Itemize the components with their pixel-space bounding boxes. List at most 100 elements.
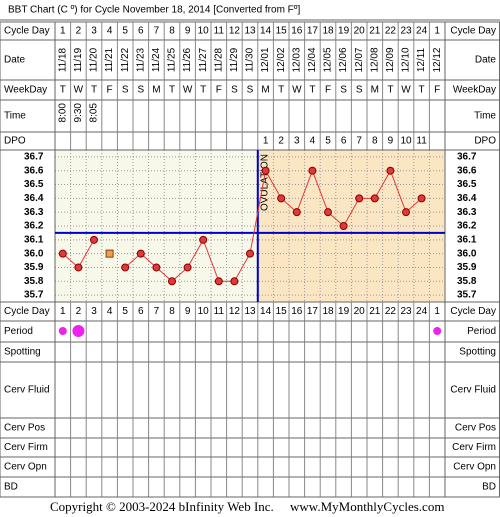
row-label: Spotting <box>4 347 41 358</box>
row-label: Period <box>4 326 33 337</box>
cycle-day: 16 <box>291 306 303 317</box>
y-tick-label: 36.3 <box>457 207 477 218</box>
cycle-day: 11 <box>214 306 225 317</box>
row-label: Cerv Fluid <box>4 385 50 396</box>
date: 11/26 <box>182 47 193 72</box>
y-tick-label: 36.5 <box>24 179 44 190</box>
cycle-day: 1 <box>60 306 66 317</box>
row-label: Cerv Opn <box>453 462 496 473</box>
cycle-day: 6 <box>138 306 144 317</box>
row-label: WeekDay <box>453 85 496 96</box>
weekday: T <box>91 85 97 96</box>
weekday: F <box>434 85 440 96</box>
cycle-day: 12 <box>229 306 241 317</box>
cycle-day: 8 <box>169 306 175 317</box>
weekday: W <box>292 85 302 96</box>
date: 11/24 <box>151 47 162 72</box>
weekday: W <box>183 85 193 96</box>
y-tick-label: 35.9 <box>24 262 44 273</box>
temp-point <box>370 194 379 203</box>
y-tick-label: 36.6 <box>457 165 477 176</box>
cycle-day: 23 <box>400 26 412 37</box>
y-tick-label: 36.0 <box>457 248 477 259</box>
y-tick-label: 36.4 <box>457 193 477 204</box>
date: 12/11 <box>416 47 427 72</box>
dpo: 9 <box>388 136 394 147</box>
cycle-day: 17 <box>307 26 319 37</box>
temp-point <box>199 235 208 244</box>
temp-point <box>417 194 426 203</box>
cycle-day: 23 <box>400 306 412 317</box>
date: 12/04 <box>307 47 318 72</box>
dpo: 1 <box>263 136 269 147</box>
weekday: T <box>278 85 284 96</box>
temp-point <box>152 263 161 272</box>
row-label: Cerv Pos <box>455 423 496 434</box>
temp-point <box>183 263 192 272</box>
cycle-day: 4 <box>107 306 113 317</box>
dpo: 6 <box>341 136 347 147</box>
dpo: 10 <box>400 136 412 147</box>
cycle-day: 18 <box>322 26 334 37</box>
temp-point <box>90 235 98 244</box>
cycle-day: 5 <box>122 306 128 317</box>
temp-point <box>292 208 301 217</box>
y-tick-label: 35.8 <box>24 276 44 287</box>
row-label: Cerv Opn <box>4 462 47 473</box>
temp-point <box>121 263 130 272</box>
weekday: M <box>261 85 269 96</box>
temp-point <box>230 277 239 286</box>
y-tick-label: 36.5 <box>457 179 477 190</box>
row-label: Cycle Day <box>4 26 50 37</box>
cycle-day: 14 <box>260 26 272 37</box>
row-label: DPO <box>4 136 26 147</box>
cycle-day: 20 <box>354 306 366 317</box>
cycle-day: 15 <box>276 26 288 37</box>
date: 12/05 <box>323 47 334 72</box>
weekday: T <box>169 85 175 96</box>
cycle-day: 24 <box>416 306 428 317</box>
cycle-day: 8 <box>169 26 175 37</box>
dpo: 5 <box>325 136 331 147</box>
weekday: M <box>152 85 160 96</box>
period-dot <box>433 327 442 335</box>
row-label: Time <box>474 111 496 122</box>
period-dot <box>58 327 67 335</box>
row-label: Date <box>475 55 497 66</box>
cycle-day: 2 <box>76 306 82 317</box>
temp-point <box>355 194 364 203</box>
y-tick-label: 36.0 <box>24 248 44 259</box>
cycle-day: 22 <box>385 26 397 37</box>
date: 12/12 <box>432 47 443 72</box>
date: 11/27 <box>198 47 209 72</box>
cycle-day: 10 <box>198 306 210 317</box>
weekday: S <box>231 85 238 96</box>
weekday: F <box>216 85 222 96</box>
date: 12/08 <box>369 47 380 72</box>
cycle-day: 14 <box>260 306 272 317</box>
time: 8:05 <box>89 103 100 123</box>
row-label: Cycle Day <box>4 306 50 317</box>
cycle-day: 4 <box>107 26 113 37</box>
cycle-day: 9 <box>185 26 191 37</box>
temp-point <box>214 277 223 286</box>
weekday: T <box>419 85 425 96</box>
cycle-day: 16 <box>291 26 303 37</box>
temp-point <box>74 263 83 272</box>
date: 12/01 <box>260 47 271 72</box>
temp-point-excluded <box>105 249 114 258</box>
cycle-day: 10 <box>198 26 210 37</box>
temp-point <box>277 194 286 203</box>
cycle-day: 19 <box>338 306 350 317</box>
date: 12/10 <box>401 47 412 72</box>
copyright: Copyright © 2003-2024 bInfinity Web Inc. <box>50 499 274 514</box>
date: 11/28 <box>213 47 224 72</box>
temp-point <box>168 277 176 286</box>
date: 11/21 <box>104 47 115 72</box>
dpo: 3 <box>294 136 300 147</box>
row-label: WeekDay <box>4 85 47 96</box>
cycle-day: 15 <box>276 306 288 317</box>
date: 11/23 <box>135 47 146 72</box>
temp-point <box>136 249 145 258</box>
row-label: Spotting <box>459 347 496 358</box>
